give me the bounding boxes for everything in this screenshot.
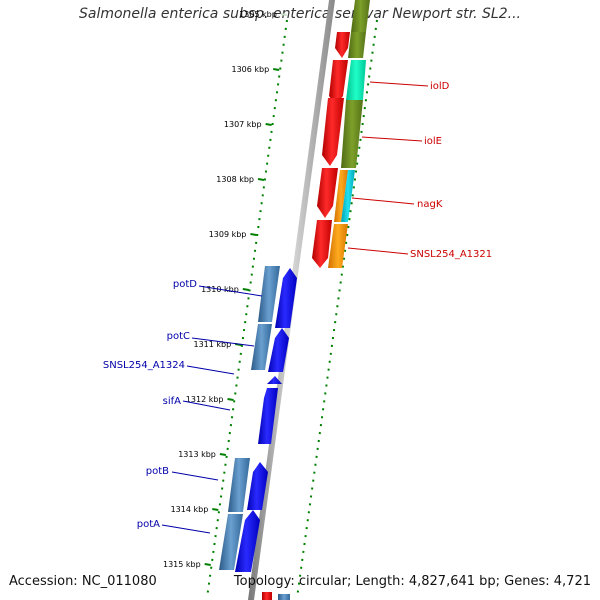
cog-block-olive[interactable] — [351, 0, 370, 32]
tick-mark — [242, 288, 249, 291]
reverse-cds-track — [235, 268, 297, 572]
cog-block-steel[interactable] — [228, 458, 250, 512]
map-title: Salmonella enterica subsp. enterica sero… — [79, 6, 521, 22]
tick-label: 1312 kbp — [186, 395, 224, 404]
gene-label-nagK[interactable]: nagK — [417, 199, 443, 210]
gene-leaders — [161, 81, 429, 534]
cds-reverse[interactable] — [267, 376, 282, 384]
cds-reverse[interactable] — [275, 268, 297, 328]
tick-label: 1311 kbp — [193, 340, 231, 349]
cog-block-olive[interactable] — [348, 32, 366, 58]
cds-forward[interactable] — [317, 168, 338, 218]
tick-label: 1314 kbp — [171, 505, 209, 514]
cds-reverse[interactable] — [268, 328, 289, 372]
topology-text: Topology: circular; Length: 4,827,641 bp… — [233, 574, 591, 589]
cds-reverse[interactable] — [258, 388, 278, 444]
gene-label-iolE[interactable]: iolE — [424, 136, 442, 147]
forward-cog-track — [278, 0, 370, 600]
forward-cds-track — [262, 32, 350, 600]
tick-mark — [280, 13, 287, 16]
tick-mark — [212, 508, 219, 511]
tick-mark — [257, 178, 265, 181]
tick-mark — [250, 233, 257, 236]
gene-label-potA[interactable]: potA — [137, 519, 160, 530]
gene-label-iolD[interactable]: iolD — [430, 81, 450, 92]
cog-block-steel[interactable] — [219, 514, 243, 570]
cog-block-teal[interactable] — [346, 60, 366, 100]
cds-reverse[interactable] — [235, 510, 260, 572]
gene-label-potC[interactable]: potC — [167, 331, 190, 342]
gene-label-potD[interactable]: potD — [173, 279, 197, 290]
gene-label-SNSL254_A1324[interactable]: SNSL254_A1324 — [103, 360, 185, 371]
tick-label: 1307 kbp — [224, 120, 262, 129]
tick-label: 1309 kbp — [209, 230, 247, 239]
accession-text: Accession: NC_011080 — [9, 574, 157, 589]
tick-mark — [219, 453, 227, 456]
tick-mark — [204, 563, 211, 566]
cog-block-orange[interactable] — [328, 224, 348, 268]
tick-mark — [227, 398, 234, 401]
gene-label-SNSL254_A1321[interactable]: SNSL254_A1321 — [410, 249, 492, 260]
tick-label: 1305 kbp — [239, 10, 277, 19]
cds-reverse[interactable] — [247, 462, 268, 510]
cog-block-steel[interactable] — [258, 266, 280, 322]
inner-tick-track — [296, 19, 378, 599]
cds-fragment — [262, 592, 272, 600]
tick-mark — [265, 123, 272, 126]
cog-block-cyan[interactable] — [341, 170, 355, 222]
tick-label: 1315 kbp — [163, 560, 201, 569]
tick-label: 1308 kbp — [216, 175, 254, 184]
gene-label-sifA[interactable]: sifA — [163, 396, 182, 407]
gene-labels: iolD iolE nagK SNSL254_A1321 potD potC S… — [103, 81, 492, 530]
tick-label: 1313 kbp — [178, 450, 216, 459]
cog-block-steel[interactable] — [251, 324, 272, 370]
cds-forward[interactable] — [335, 32, 350, 58]
cog-block-olive[interactable] — [341, 100, 363, 168]
cog-block-orange[interactable] — [334, 170, 348, 222]
tick-label: 1306 kbp — [231, 65, 269, 74]
cds-forward[interactable] — [312, 220, 332, 268]
gene-label-potB[interactable]: potB — [146, 466, 169, 477]
outer-tick-track — [206, 19, 288, 599]
cog-fragment — [278, 594, 290, 600]
reverse-cog-track — [219, 266, 280, 570]
cds-forward[interactable] — [322, 98, 344, 166]
cds-forward[interactable] — [329, 60, 348, 106]
tick-mark — [273, 68, 280, 71]
